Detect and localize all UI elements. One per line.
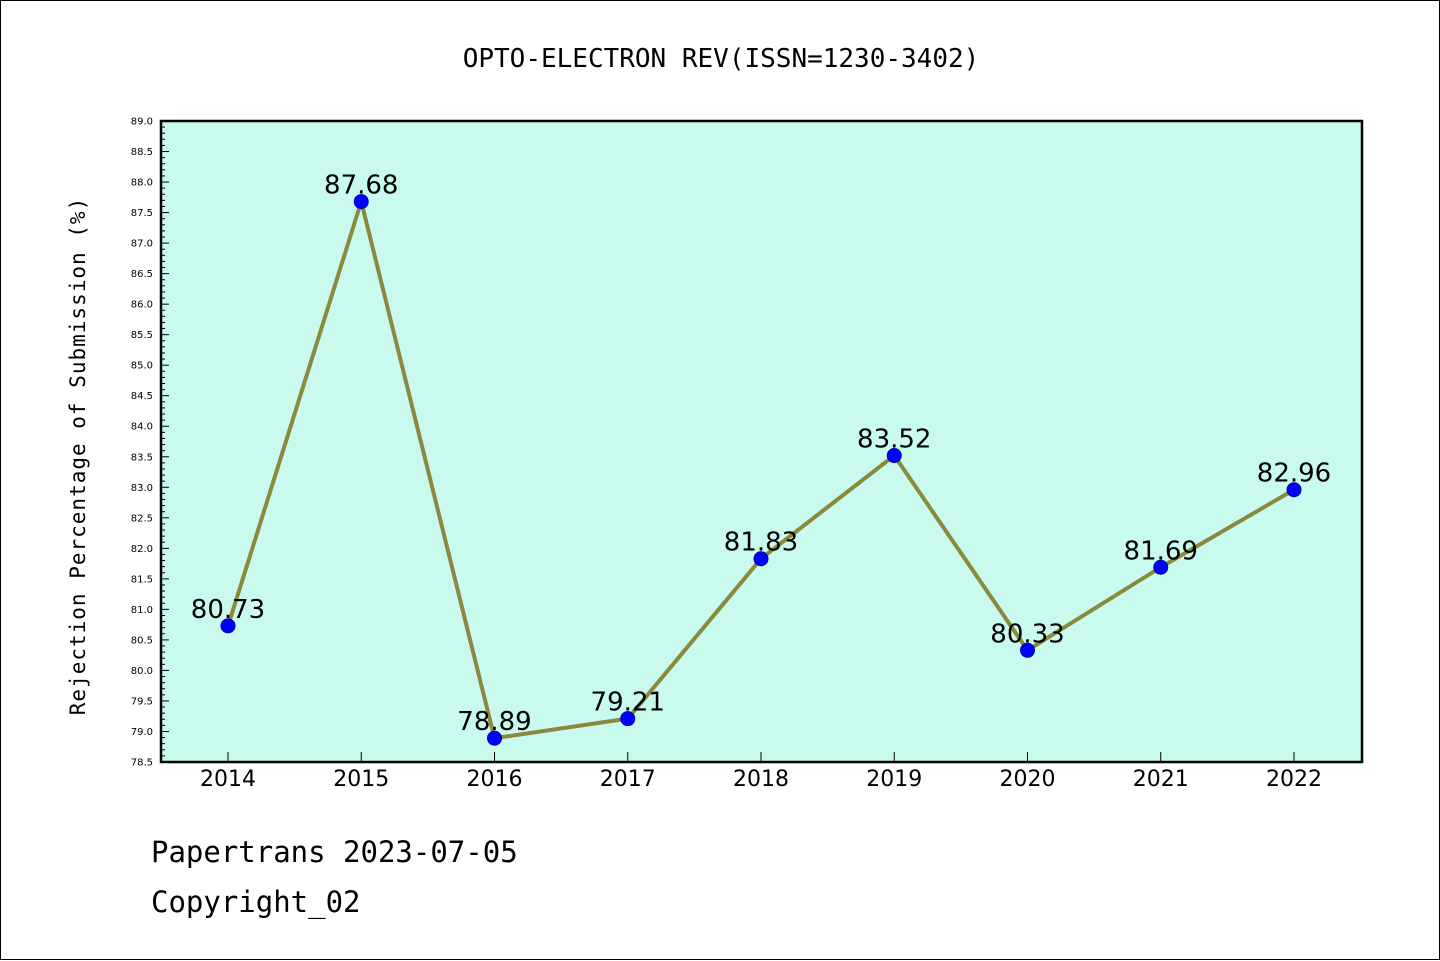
- x-tick-label: 2017: [600, 767, 656, 792]
- y-tick-label: 84.0: [131, 422, 153, 433]
- data-point: [487, 730, 502, 746]
- data-label: 79.21: [591, 688, 665, 718]
- data-point: [220, 618, 236, 634]
- data-point: [353, 194, 369, 210]
- chart-title: OPTO-ELECTRON REV(ISSN=1230-3402): [463, 44, 980, 74]
- data-label: 82.96: [1257, 459, 1331, 489]
- x-axis-ticks: 2014 2015 2016 2017 2018 2019 2020 2021 2022: [200, 752, 1322, 792]
- y-tick-label: 79.5: [131, 696, 153, 707]
- y-tick-label: 82.5: [131, 513, 153, 524]
- y-tick-label: 89.0: [131, 117, 153, 128]
- y-tick-label: 88.5: [131, 147, 153, 158]
- x-tick-label: 2022: [1266, 767, 1322, 792]
- y-tick-label: 78.5: [131, 758, 153, 769]
- data-point: [620, 711, 636, 727]
- data-point: [886, 448, 902, 464]
- x-tick-label: 2016: [467, 767, 523, 792]
- data-point: [753, 551, 769, 567]
- y-tick-label: 81.5: [131, 574, 153, 585]
- y-tick-label: 88.0: [131, 178, 153, 189]
- x-tick-label: 2021: [1133, 767, 1189, 792]
- y-tick-label: 82.0: [131, 544, 153, 555]
- y-tick-label: 85.0: [131, 361, 153, 372]
- footer-papertrans: Papertrans 2023-07-05: [151, 835, 518, 869]
- plot-area: [161, 121, 1362, 762]
- y-tick-label: 79.0: [131, 727, 153, 738]
- data-label: 81.69: [1124, 536, 1198, 566]
- data-point: [1286, 482, 1302, 498]
- y-tick-label: 85.5: [131, 330, 153, 341]
- data-label: 80.73: [191, 595, 265, 625]
- y-tick-label: 87.5: [131, 208, 153, 219]
- y-tick-label: 83.5: [131, 452, 153, 463]
- y-tick-label: 83.0: [131, 483, 153, 494]
- x-tick-label: 2018: [733, 767, 789, 792]
- y-tick-label: 80.0: [131, 666, 153, 677]
- y-tick-label: 86.5: [131, 269, 153, 280]
- data-label: 78.89: [457, 707, 531, 737]
- y-tick-label: 81.0: [131, 605, 153, 616]
- footer-copyright: Copyright_02: [151, 885, 361, 919]
- data-label: 87.68: [324, 171, 398, 201]
- y-tick-label: 80.5: [131, 635, 153, 646]
- x-tick-label: 2015: [333, 767, 389, 792]
- data-label: 81.83: [724, 528, 798, 558]
- x-tick-label: 2020: [1000, 767, 1056, 792]
- data-point: [1020, 642, 1035, 658]
- y-tick-label: 86.0: [131, 300, 153, 311]
- x-tick-label: 2019: [866, 767, 922, 792]
- series-layer: 80.73 87.68 78.89 79.21 81.83 83.52 80.33 81.69…: [191, 171, 1331, 746]
- y-tick-label: 87.0: [131, 239, 153, 250]
- x-tick-label: 2014: [200, 767, 256, 792]
- y-axis-label: Rejection Percentage of Submission (%): [66, 197, 90, 715]
- data-point: [1153, 559, 1169, 575]
- plot-frame: [159, 119, 1364, 764]
- data-label: 83.52: [857, 425, 931, 455]
- y-tick-label: 84.5: [131, 391, 153, 402]
- data-label: 80.33: [990, 619, 1064, 649]
